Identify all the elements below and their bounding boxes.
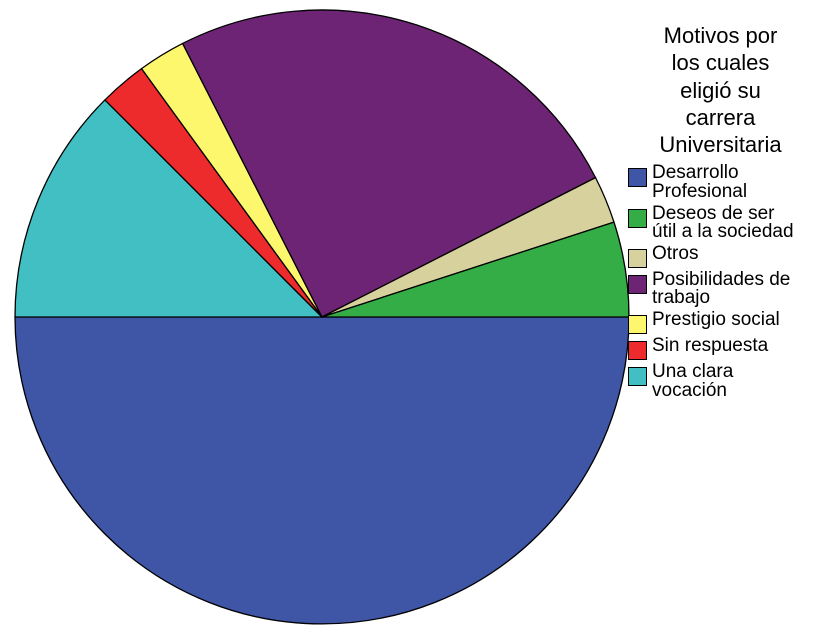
legend-items: Desarrollo Profesional Deseos de ser útil… — [628, 162, 828, 401]
legend-label: Sin respuesta — [652, 334, 769, 356]
legend-swatch — [628, 314, 647, 334]
legend-label: Una clara vocación — [652, 360, 734, 401]
pie-slice — [14, 316, 630, 625]
legend-swatch — [628, 340, 647, 360]
legend-label: Deseos de ser útil a la sociedad — [652, 202, 794, 243]
legend-label: Prestigio social — [652, 308, 780, 330]
legend-swatch — [628, 248, 647, 268]
legend-item: Prestigio social — [628, 308, 828, 334]
legend-label: Otros — [652, 242, 699, 264]
legend: Motivos por los cuales eligió su carrera… — [628, 22, 828, 403]
legend-item: Desarrollo Profesional — [628, 162, 828, 202]
legend-swatch — [628, 274, 647, 294]
legend-label: Desarrollo Profesional — [652, 162, 748, 202]
legend-item: Deseos de ser útil a la sociedad — [628, 202, 828, 243]
legend-item: Posibilidades de trabajo — [628, 268, 828, 309]
legend-swatch — [628, 168, 647, 188]
pie-slice — [14, 99, 323, 318]
legend-swatch — [628, 366, 647, 386]
legend-item: Otros — [628, 242, 828, 268]
legend-title: Motivos por los cuales eligió su carrera… — [659, 23, 782, 158]
legend-item: Una clara vocación — [628, 360, 828, 401]
pie-slice — [181, 9, 597, 318]
legend-item: Sin respuesta — [628, 334, 828, 360]
legend-label: Posibilidades de trabajo — [652, 268, 791, 309]
legend-swatch — [628, 208, 647, 228]
